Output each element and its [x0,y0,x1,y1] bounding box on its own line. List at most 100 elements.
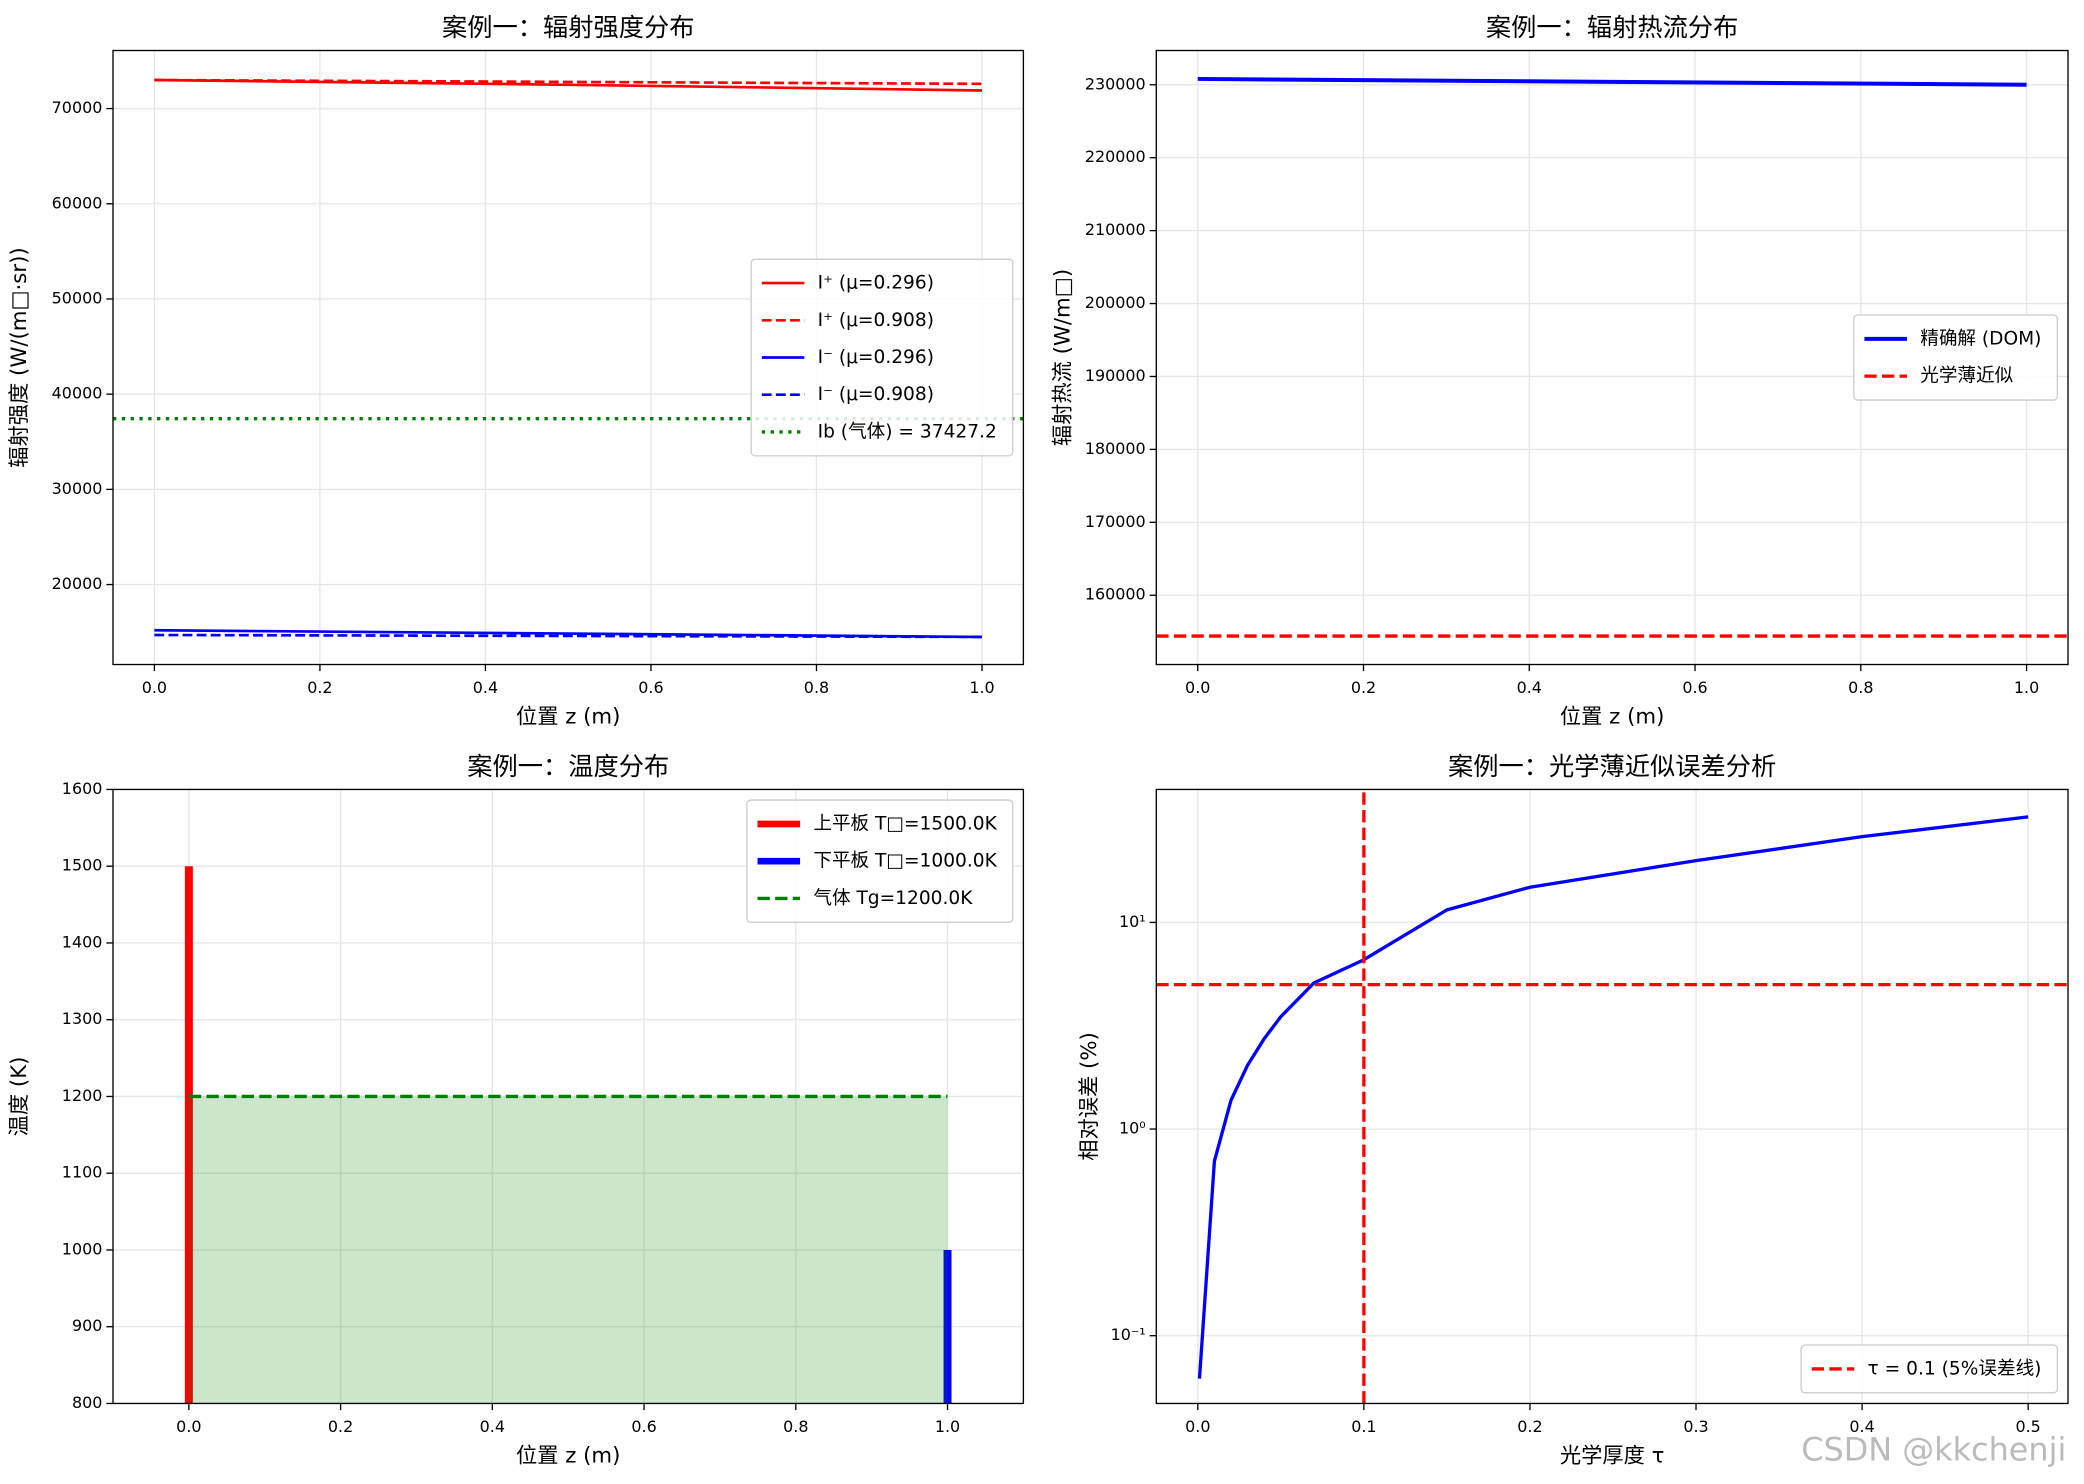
x-tick-label: 0.2 [1517,1417,1542,1436]
x-tick-label: 0.6 [638,678,663,697]
y-tick-label: 50000 [52,288,103,307]
plot-area [1156,789,2069,1404]
y-tick-label: 10⁰ [1119,1119,1146,1138]
y-axis-label: 辐射热流 (W/m□) [1050,269,1075,446]
legend-label: 气体 Tg=1200.0K [813,888,973,909]
x-tick-label: 0.3 [1683,1417,1708,1436]
chart: 0.0 0.1 0.2 0.3 0.4 0.5 10⁻¹ 10⁰ 10¹ 案例一：光学薄近似误差分… [1077,752,2069,1469]
x-tick-label: 0.0 [142,678,167,697]
axes-frame [1155,49,2069,666]
x-tick-label: 0.8 [804,678,829,697]
line-series [154,78,983,92]
x-tick-label: 1.0 [2014,678,2039,697]
legend-label: I⁻ (μ=0.908) [818,384,934,405]
y-tick-label: 220000 [1085,147,1146,166]
x-tick-label: 0.0 [1185,678,1210,697]
chart: 0.0 0.2 0.4 0.6 0.8 1.0 160000 170000 180000 1900… [1050,13,2069,730]
x-axis-label: 位置 z (m) [516,1444,620,1469]
x-axis-label: 光学厚度 τ [1560,1444,1665,1469]
y-tick-label: 40000 [52,384,103,403]
x-tick-label: 0.2 [307,678,332,697]
legend-frame [1800,1344,2059,1394]
y-tick-label: 180000 [1085,439,1146,458]
axes-frame [112,49,1025,666]
y-tick-label: 30000 [52,479,103,498]
x-tick-label: 0.1 [1351,1417,1376,1436]
series-group [184,866,952,1404]
legend-frame [746,799,1014,924]
x-tick-label: 0.2 [1351,678,1376,697]
x-tick-label: 0.6 [1682,678,1707,697]
legend: τ = 0.1 (5%误差线) [1800,1344,2059,1394]
x-tick-label: 0.5 [2015,1417,2040,1436]
y-tick-label: 1500 [62,856,103,875]
y-axis-label: 温度 (K) [7,1057,32,1137]
line-series [1197,76,2027,87]
x-axis-label: 位置 z (m) [1560,705,1664,730]
x-tick-label: 0.4 [473,678,498,697]
legend-label: 光学薄近似 [1920,366,2013,387]
x-tick-label: 0.4 [1517,678,1542,697]
chart-title: 案例一：辐射强度分布 [442,13,695,42]
x-tick-label: 0.4 [480,1417,505,1436]
chart: 0.0 0.2 0.4 0.6 0.8 1.0 20000 30000 40000 50000 60… [7,13,1025,730]
line-series [1197,815,2029,1379]
y-tick-label: 20000 [52,574,103,593]
legend-label: I⁺ (μ=0.296) [818,273,934,294]
line-series [154,633,983,639]
legend: 精确解 (DOM) 光学薄近似 [1853,314,2059,401]
y-tick-label: 1000 [62,1239,103,1258]
y-tick-label: 10⁻¹ [1111,1325,1146,1344]
chart-title: 案例一：温度分布 [467,752,669,781]
legend-label: 下平板 T□=1000.0K [813,851,997,872]
y-tick-label: 10¹ [1119,912,1146,931]
x-tick-label: 0.8 [1848,678,1873,697]
y-tick-label: 800 [72,1393,102,1412]
chart-title: 案例一：辐射热流分布 [1486,13,1739,42]
y-tick-label: 1400 [62,932,103,951]
axes-frame [1155,788,2069,1405]
chart-title: 案例一：光学薄近似误差分析 [1448,752,1776,781]
legend-frame [1853,314,2059,401]
legend-label: I⁺ (μ=0.908) [818,310,934,331]
y-tick-label: 1100 [62,1163,103,1182]
chart: 0.0 0.2 0.4 0.6 0.8 1.0 800 900 1000 1100 1200 1300… [7,752,1025,1469]
y-tick-label: 70000 [52,98,103,117]
x-axis-label: 位置 z (m) [516,705,620,730]
legend-label: 精确解 (DOM) [1920,328,2041,349]
y-tick-label: 210000 [1085,220,1146,239]
y-tick-label: 1300 [62,1009,103,1028]
y-tick-label: 200000 [1085,293,1146,312]
x-tick-label: 0.8 [783,1417,808,1436]
y-tick-label: 190000 [1085,366,1146,385]
axes-frame [112,788,1025,1405]
legend-label: 上平板 T□=1500.0K [813,814,997,835]
series-group [1156,789,2069,1404]
legend: I⁺ (μ=0.296) I⁺ (μ=0.908) I⁻ (μ=0.296) I⁻ (… [750,258,1014,457]
x-tick-label: 0.0 [176,1417,201,1436]
x-tick-label: 0.6 [631,1417,656,1436]
y-tick-label: 160000 [1085,585,1146,604]
y-tick-label: 1200 [62,1086,103,1105]
area-fill [188,1096,948,1404]
watermark: CSDN @kkchenji [1801,1430,2066,1468]
legend-label: Ib (气体) = 37427.2 [818,421,997,442]
x-tick-label: 0.4 [1849,1417,1874,1436]
legend-label: I⁻ (μ=0.296) [818,347,934,368]
y-tick-label: 1600 [62,779,103,798]
y-axis-label: 辐射强度 (W/(m□·sr)) [7,247,32,467]
y-tick-label: 900 [72,1316,102,1335]
legend: 上平板 T□=1500.0K 下平板 T□=1000.0K 气体 Tg=1200.0… [746,799,1014,924]
y-tick-label: 170000 [1085,512,1146,531]
x-tick-label: 0.2 [328,1417,353,1436]
y-tick-label: 230000 [1085,74,1146,93]
y-axis-label: 相对误差 (%) [1077,1032,1102,1161]
y-tick-label: 60000 [52,193,103,212]
x-tick-label: 1.0 [935,1417,960,1436]
line-series [154,628,983,639]
series-group [1156,76,2069,638]
x-tick-label: 1.0 [969,678,994,697]
x-tick-label: 0.0 [1185,1417,1210,1436]
